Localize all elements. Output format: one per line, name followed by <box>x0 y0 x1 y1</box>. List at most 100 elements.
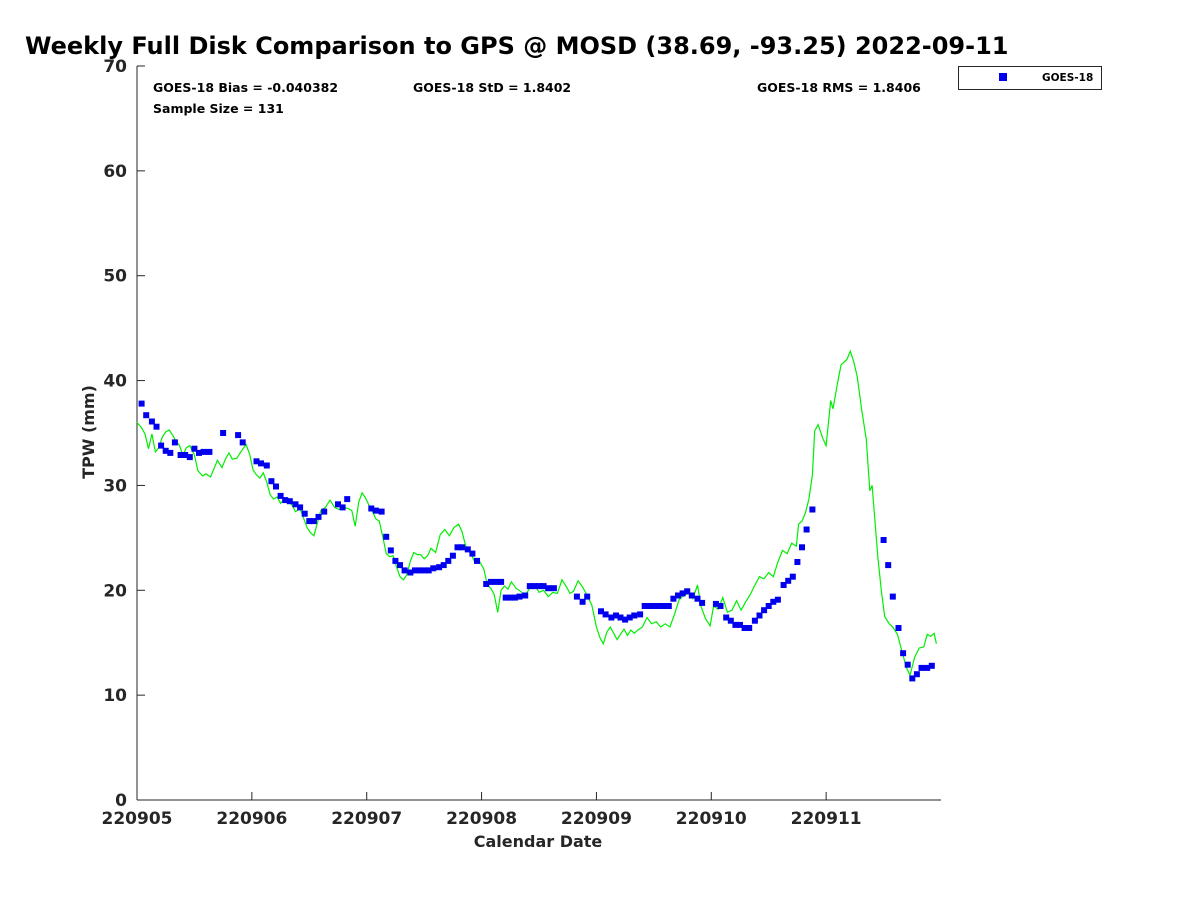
goes18-point <box>622 616 629 623</box>
goes18-point <box>292 501 299 508</box>
goes18-point <box>493 578 500 585</box>
goes18-point <box>746 625 753 631</box>
goes18-point <box>321 508 328 515</box>
goes18-point <box>699 599 706 606</box>
goes18-point <box>918 664 925 671</box>
goes18-point <box>436 564 443 571</box>
series-gps-line <box>136 349 937 677</box>
goes18-point <box>273 483 279 490</box>
legend-marker-goes18 <box>999 73 1007 81</box>
x-tick-label: 220908 <box>446 809 517 829</box>
goes18-point <box>397 562 403 569</box>
goes18-point <box>641 603 648 609</box>
goes18-point <box>171 439 178 446</box>
series-goes18-points <box>138 400 935 682</box>
goes18-point <box>717 603 724 609</box>
goes18-point <box>401 567 408 574</box>
goes18-point <box>608 614 615 621</box>
goes18-point <box>449 552 456 559</box>
goes18-point <box>880 537 887 543</box>
legend: GOES-18 <box>958 66 1102 90</box>
goes18-point <box>799 544 805 551</box>
goes18-point <box>531 583 538 590</box>
y-tick-label: 50 <box>103 267 127 287</box>
goes18-point <box>383 533 390 540</box>
goes18-point <box>268 478 275 485</box>
goes18-point <box>220 430 227 436</box>
goes18-point <box>646 603 653 609</box>
goes18-point <box>889 593 896 600</box>
goes18-point <box>670 595 677 602</box>
x-tick-label: 220906 <box>216 809 287 829</box>
x-tick-label: 220905 <box>102 809 173 829</box>
goes18-point <box>928 662 935 669</box>
goes18-point <box>440 562 447 569</box>
goes18-point <box>536 583 542 590</box>
goes18-point <box>498 578 505 585</box>
goes18-point <box>263 462 270 469</box>
goes18-point <box>637 611 644 618</box>
y-tick-label: 30 <box>103 476 127 496</box>
goes18-point <box>502 594 509 601</box>
goes18-point <box>895 625 902 631</box>
goes18-point <box>158 442 165 449</box>
goes18-point <box>803 526 810 533</box>
goes18-point <box>655 603 662 609</box>
x-tick-label: 220910 <box>676 809 747 829</box>
goes18-point <box>277 492 284 499</box>
goes18-point <box>511 594 518 601</box>
goes18-point <box>459 544 465 551</box>
goes18-point <box>540 583 547 590</box>
goes18-point <box>239 439 246 446</box>
goes18-point <box>196 449 202 456</box>
goes18-point <box>885 562 892 569</box>
stat-std: GOES-18 StD = 1.8402 <box>413 80 571 95</box>
goes18-point <box>474 557 480 564</box>
goes18-point <box>770 598 777 605</box>
legend-label-goes18: GOES-18 <box>1042 72 1093 84</box>
goes18-point <box>425 567 432 574</box>
goes18-point <box>741 625 748 631</box>
goes18-point <box>679 590 686 597</box>
goes18-point <box>464 546 471 553</box>
goes18-point <box>378 508 385 515</box>
goes18-point <box>909 675 916 682</box>
goes18-point <box>407 569 414 576</box>
goes18-point <box>344 496 351 503</box>
goes18-point <box>306 518 313 525</box>
goes18-point <box>602 611 609 618</box>
y-axis: 0 10 20 30 40 50 60 70 <box>103 57 145 811</box>
goes18-point <box>545 585 552 592</box>
goes18-point <box>684 588 691 595</box>
goes18-point <box>469 550 476 557</box>
goes18-point <box>650 603 657 609</box>
goes18-point <box>421 567 428 574</box>
goes18-point <box>387 547 394 554</box>
goes18-point <box>483 581 490 587</box>
y-tick-label: 0 <box>115 791 127 811</box>
goes18-point <box>598 608 604 615</box>
goes18-point <box>732 621 739 628</box>
goes18-point <box>765 603 772 609</box>
goes18-point <box>737 621 743 628</box>
goes18-point <box>584 593 591 600</box>
goes18-point <box>579 598 586 605</box>
goes18-point <box>153 423 160 430</box>
goes18-point <box>286 498 293 505</box>
x-tick-label: 220907 <box>331 809 402 829</box>
goes18-point <box>924 664 931 671</box>
goes18-point <box>143 412 150 419</box>
goes18-point <box>416 567 423 574</box>
stat-rms: GOES-18 RMS = 1.8406 <box>757 80 921 95</box>
goes18-point <box>613 612 619 619</box>
x-axis-label: Calendar Date <box>474 832 603 851</box>
y-tick-label: 40 <box>103 372 127 392</box>
y-tick-label: 70 <box>103 57 127 77</box>
goes18-point <box>430 565 437 572</box>
goes18-point <box>191 445 198 452</box>
goes18-point <box>177 452 184 458</box>
stat-sample-size: Sample Size = 131 <box>153 101 284 116</box>
goes18-point <box>809 506 816 513</box>
goes18-point <box>282 497 289 504</box>
